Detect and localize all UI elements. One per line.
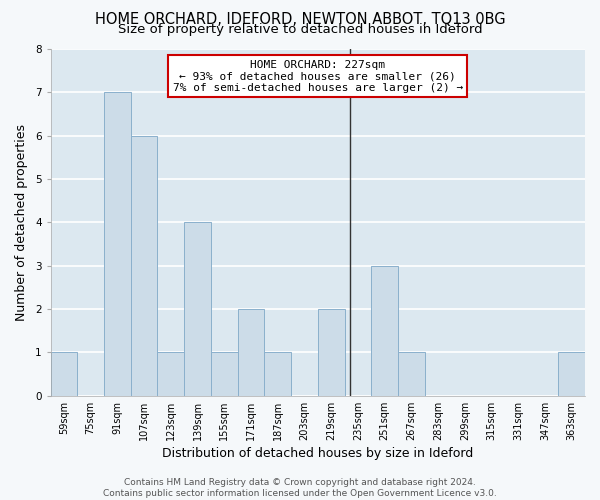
Bar bbox=[184, 222, 211, 396]
Text: Contains HM Land Registry data © Crown copyright and database right 2024.
Contai: Contains HM Land Registry data © Crown c… bbox=[103, 478, 497, 498]
Bar bbox=[211, 352, 238, 396]
Text: HOME ORCHARD: 227sqm
← 93% of detached houses are smaller (26)
7% of semi-detach: HOME ORCHARD: 227sqm ← 93% of detached h… bbox=[173, 60, 463, 93]
Bar bbox=[371, 266, 398, 396]
Bar bbox=[157, 352, 184, 396]
Bar bbox=[558, 352, 585, 396]
Bar bbox=[104, 92, 131, 396]
Bar bbox=[265, 352, 291, 396]
Bar bbox=[131, 136, 157, 396]
Text: HOME ORCHARD, IDEFORD, NEWTON ABBOT, TQ13 0BG: HOME ORCHARD, IDEFORD, NEWTON ABBOT, TQ1… bbox=[95, 12, 505, 28]
Bar bbox=[238, 309, 265, 396]
Text: Size of property relative to detached houses in Ideford: Size of property relative to detached ho… bbox=[118, 22, 482, 36]
Bar bbox=[50, 352, 77, 396]
X-axis label: Distribution of detached houses by size in Ideford: Distribution of detached houses by size … bbox=[162, 447, 473, 460]
Bar bbox=[318, 309, 344, 396]
Y-axis label: Number of detached properties: Number of detached properties bbox=[15, 124, 28, 321]
Bar bbox=[398, 352, 425, 396]
